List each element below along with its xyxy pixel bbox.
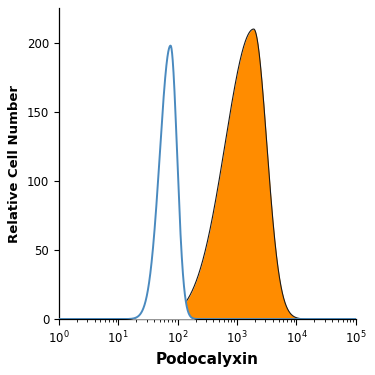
X-axis label: Podocalyxin: Podocalyxin: [156, 352, 259, 367]
Y-axis label: Relative Cell Number: Relative Cell Number: [8, 85, 21, 243]
